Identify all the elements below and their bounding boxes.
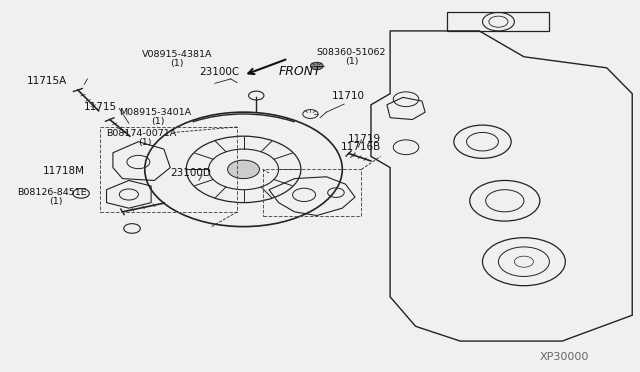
Text: (1): (1) [151, 117, 164, 126]
Text: (1): (1) [170, 59, 184, 68]
Text: 11718M: 11718M [43, 166, 85, 176]
Text: (1): (1) [49, 197, 63, 206]
Text: 11715: 11715 [84, 102, 117, 112]
Text: 23100C: 23100C [199, 67, 239, 77]
Text: XP30000: XP30000 [540, 352, 589, 362]
Circle shape [310, 62, 323, 70]
Text: B08126-8451E: B08126-8451E [17, 188, 87, 197]
Text: V08915-4381A: V08915-4381A [141, 51, 212, 60]
Text: (1): (1) [138, 138, 152, 147]
Text: 11716B: 11716B [341, 142, 381, 152]
Text: FRONT: FRONT [278, 65, 321, 78]
Text: B08174-0071A: B08174-0071A [106, 129, 177, 138]
Circle shape [228, 160, 259, 179]
Text: (1): (1) [346, 57, 359, 66]
Text: 11715A: 11715A [27, 76, 67, 86]
Text: S08360-51062: S08360-51062 [317, 48, 387, 57]
Text: 11719: 11719 [348, 134, 381, 144]
Text: M08915-3401A: M08915-3401A [119, 108, 191, 118]
Text: 23100D: 23100D [170, 168, 211, 178]
Text: 11710: 11710 [332, 90, 364, 100]
